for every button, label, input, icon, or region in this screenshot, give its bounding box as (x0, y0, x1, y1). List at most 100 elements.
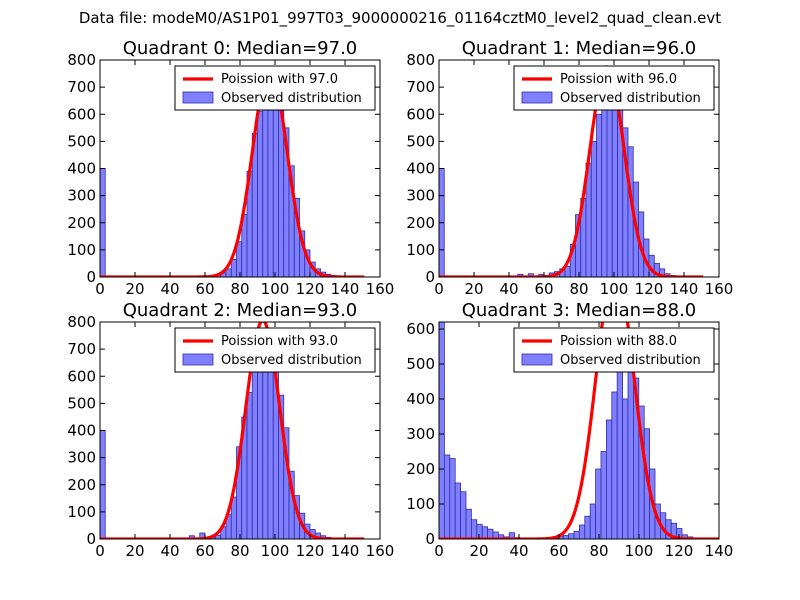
quadrant-0-bar-14 (262, 86, 269, 277)
quadrant-3-bar-21 (562, 535, 570, 539)
quadrant-1-xtick-label-2: 40 (499, 280, 518, 298)
quadrant-3-xtick-label-4: 80 (589, 542, 608, 560)
quadrant-3-bar-3 (454, 482, 462, 539)
quadrant-1-bar-13 (590, 140, 597, 277)
quadrant-1-subplot: Quadrant 1: Median=96.0 0 20 40 60 80 100 120 1… (406, 38, 733, 298)
quadrant-2-xtick-label-7: 140 (331, 542, 360, 560)
quadrant-2-legend-poisson-label: Poission with 93.0 (221, 334, 338, 349)
quadrant-1-ytick-label-3: 300 (406, 187, 435, 205)
quadrant-1-ytick-label-8: 800 (406, 51, 435, 69)
quadrant-3-ytick-label-3: 300 (406, 425, 435, 443)
quadrant-0-ytick-label-6: 600 (67, 105, 96, 123)
quadrant-2-ytick-label-3: 300 (67, 449, 96, 467)
quadrant-3-title: Quadrant 3: Median=88.0 (462, 300, 697, 321)
quadrant-3-bar-26 (589, 503, 597, 539)
quadrant-3-xtick-label-7: 140 (705, 542, 734, 560)
quadrant-1-bar-14 (596, 113, 603, 277)
quadrant-2-ytick-label-5: 500 (67, 394, 96, 412)
quadrant-3-poisson-curve (439, 322, 719, 539)
quadrant-3-xtick-label-3: 60 (549, 542, 568, 560)
quadrant-3-bar-29 (606, 419, 613, 539)
quadrant-0-ytick-label-0: 0 (86, 268, 96, 286)
quadrant-0-xtick-label-7: 140 (331, 280, 360, 298)
quadrant-2-xtick-label-6: 120 (296, 542, 325, 560)
quadrant-1-xtick-label-0: 0 (434, 280, 444, 298)
quadrant-3-ytick-label-6: 600 (406, 320, 435, 338)
quadrant-2-title: Quadrant 2: Median=93.0 (123, 300, 358, 321)
quadrant-1-xtick-label-8: 160 (705, 280, 734, 298)
quadrant-3-bar-24 (579, 524, 586, 539)
quadrant-2-ytick-label-8: 800 (67, 313, 96, 331)
quadrant-1-ytick-label-6: 600 (406, 105, 435, 123)
quadrant-1-bar-17 (611, 81, 618, 277)
quadrant-3-xtick-label-2: 40 (509, 542, 528, 560)
quadrant-3-bar-22 (568, 533, 575, 539)
quadrant-3-bar-6 (470, 519, 478, 539)
quadrant-2-xtick-label-4: 80 (230, 542, 249, 560)
quadrant-0-subplot: Quadrant 0: Median=97.0 0 20 40 60 80 100 120 1… (67, 38, 394, 298)
quadrant-0-ytick-label-4: 400 (67, 160, 96, 178)
quadrant-2-legend-bar-swatch (182, 353, 214, 366)
quadrant-2-subplot: Quadrant 2: Median=93.0 0 20 40 60 80 100 120 1… (67, 300, 394, 560)
quadrant-3-bar-8 (481, 526, 489, 539)
quadrant-0-xtick-label-3: 60 (195, 280, 214, 298)
quadrant-1-ytick-label-4: 400 (406, 160, 435, 178)
quadrant-0-bar-13 (257, 111, 264, 277)
quadrant-3-axes-frame (438, 321, 720, 540)
quadrant-1-plot-area (439, 65, 704, 277)
quadrant-0-legend-poisson-label: Poission with 97.0 (221, 72, 338, 87)
quadrant-1-ytick-label-1: 100 (406, 241, 435, 259)
quadrant-0-legend-observed-label: Observed distribution (221, 91, 362, 106)
quadrant-2-ytick-label-0: 0 (86, 530, 96, 548)
quadrant-0-ytick-label-5: 500 (67, 132, 96, 150)
quadrant-3-bar-28 (600, 451, 607, 539)
quadrant-3-bar-42 (676, 528, 683, 539)
quadrant-0-xtick-label-8: 160 (366, 280, 395, 298)
quadrant-3-ytick-label-0: 0 (425, 530, 435, 548)
quadrant-0-xtick-label-4: 80 (230, 280, 249, 298)
quadrant-3-bar-30 (611, 391, 618, 539)
quadrant-2-ytick-label-2: 200 (67, 476, 96, 494)
quadrant-3-ytick-label-4: 400 (406, 390, 435, 408)
quadrant-2-legend-observed-label: Observed distribution (221, 353, 362, 368)
quadrant-0-xtick-label-5: 100 (261, 280, 290, 298)
quadrant-0-ytick-label-8: 800 (67, 51, 96, 69)
quadrant-1-xtick-label-7: 140 (670, 280, 699, 298)
quadrant-2-xtick-label-2: 40 (160, 542, 179, 560)
quadrant-3-ytick-label-1: 100 (406, 495, 435, 513)
quadrant-3-xtick-label-6: 120 (665, 542, 694, 560)
quadrant-0-ytick-label-3: 300 (67, 187, 96, 205)
quadrant-2-xtick-label-1: 20 (125, 542, 144, 560)
quadrant-3-bar-27 (595, 468, 602, 539)
quadrant-3-bar-5 (465, 508, 472, 539)
quadrant-2-ytick-label-1: 100 (67, 503, 96, 521)
quadrant-2-bar-13 (251, 362, 258, 539)
quadrant-3-bar-32 (622, 398, 629, 539)
quadrant-3-subplot: Quadrant 3: Median=88.0 0 20 40 60 80 100 120 1… (406, 300, 734, 560)
quadrant-2-xtick-label-8: 160 (366, 542, 395, 560)
quadrant-2-legend (174, 327, 376, 373)
quadrant-0-ytick-label-7: 700 (67, 78, 96, 96)
quadrant-0-poisson-curve (100, 66, 365, 277)
quadrant-1-legend-observed-label: Observed distribution (560, 91, 701, 106)
quadrant-3-xtick-label-5: 100 (625, 542, 654, 560)
quadrant-1-xtick-label-4: 80 (569, 280, 588, 298)
quadrant-1-poisson-curve (439, 65, 704, 277)
quadrant-3-ytick-label-5: 500 (406, 355, 435, 373)
quadrant-1-title: Quadrant 1: Median=96.0 (462, 38, 697, 59)
quadrant-2-bar-14 (257, 348, 264, 539)
quadrant-1-legend-poisson-label: Poission with 96.0 (560, 72, 677, 87)
quadrant-3-bar-2 (449, 458, 456, 539)
quadrant-0-legend-bar-swatch (182, 91, 214, 104)
quadrant-2-ytick-label-6: 600 (67, 367, 96, 385)
quadrant-3-ytick-label-2: 200 (406, 460, 435, 478)
quadrant-3-bar-4 (460, 491, 467, 539)
quadrant-3-bar-0 (439, 322, 445, 539)
quadrant-3-bar-1 (443, 454, 451, 539)
quadrant-2-plot-area (100, 322, 365, 539)
quadrant-3-legend-bar-swatch (521, 353, 553, 366)
quadrant-3-xtick-label-1: 20 (469, 542, 488, 560)
quadrant-3-bar-31 (616, 353, 624, 539)
quadrant-2-xtick-label-5: 100 (261, 542, 290, 560)
quadrant-2-xtick-label-3: 60 (195, 542, 214, 560)
